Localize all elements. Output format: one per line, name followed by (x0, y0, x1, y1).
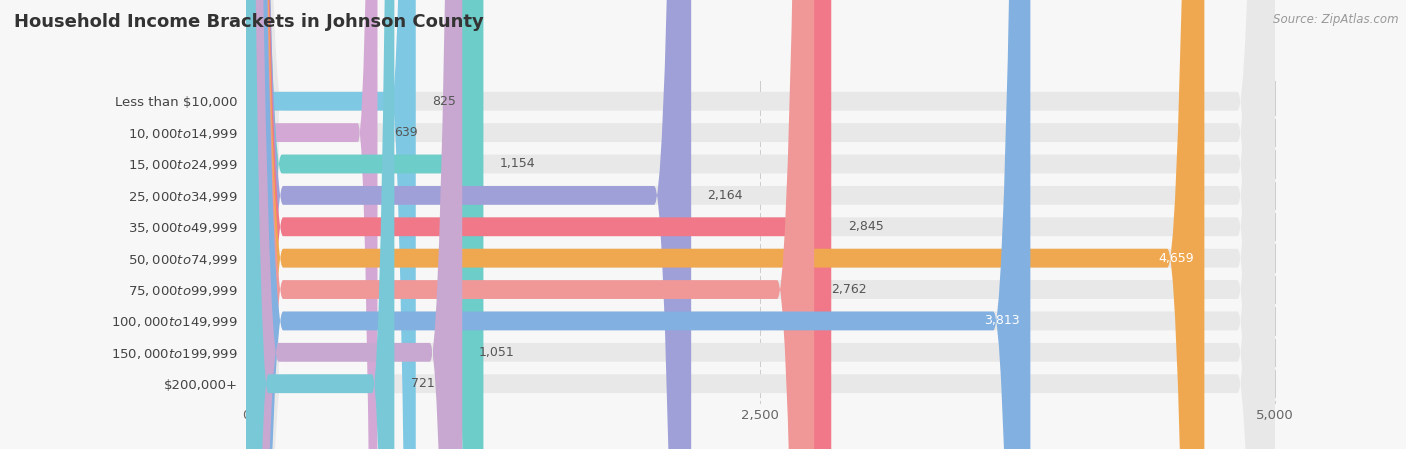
FancyBboxPatch shape (246, 0, 1205, 449)
FancyBboxPatch shape (246, 0, 1274, 449)
FancyBboxPatch shape (246, 0, 1274, 449)
FancyBboxPatch shape (246, 0, 416, 449)
Text: 4,659: 4,659 (1159, 251, 1194, 264)
Text: Source: ZipAtlas.com: Source: ZipAtlas.com (1274, 13, 1399, 26)
Text: 1,154: 1,154 (501, 158, 536, 171)
FancyBboxPatch shape (246, 0, 1274, 449)
FancyBboxPatch shape (246, 0, 394, 449)
FancyBboxPatch shape (246, 0, 1274, 449)
FancyBboxPatch shape (246, 0, 1274, 449)
Text: 1,051: 1,051 (478, 346, 515, 359)
Text: 3,813: 3,813 (984, 314, 1021, 327)
FancyBboxPatch shape (246, 0, 814, 449)
FancyBboxPatch shape (246, 0, 692, 449)
Text: Household Income Brackets in Johnson County: Household Income Brackets in Johnson Cou… (14, 13, 484, 31)
FancyBboxPatch shape (246, 0, 1274, 449)
FancyBboxPatch shape (246, 0, 1031, 449)
FancyBboxPatch shape (246, 0, 1274, 449)
FancyBboxPatch shape (246, 0, 1274, 449)
FancyBboxPatch shape (246, 0, 463, 449)
Text: 2,845: 2,845 (848, 220, 883, 233)
Text: 721: 721 (411, 377, 434, 390)
Text: 639: 639 (394, 126, 418, 139)
Text: 2,762: 2,762 (831, 283, 866, 296)
Text: 2,164: 2,164 (707, 189, 744, 202)
FancyBboxPatch shape (246, 0, 484, 449)
FancyBboxPatch shape (246, 0, 831, 449)
FancyBboxPatch shape (246, 0, 1274, 449)
FancyBboxPatch shape (246, 0, 377, 449)
Text: 825: 825 (432, 95, 456, 108)
FancyBboxPatch shape (246, 0, 1274, 449)
